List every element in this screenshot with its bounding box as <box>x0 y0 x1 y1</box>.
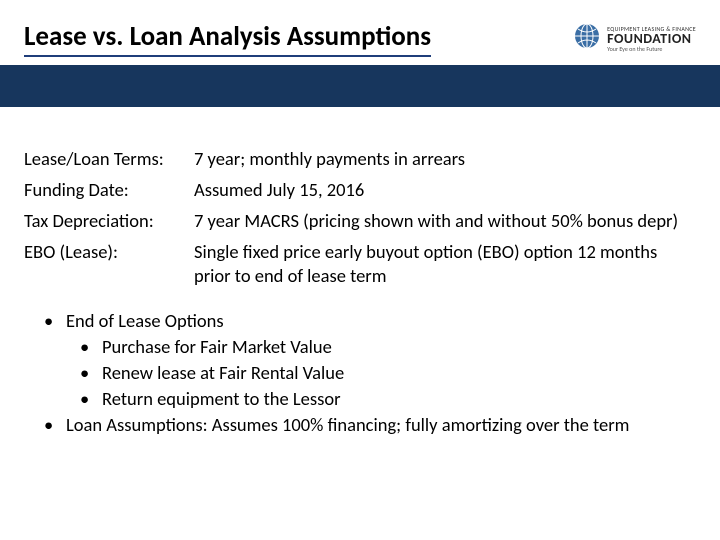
terms-section: Lease/Loan Terms: 7 year; monthly paymen… <box>0 107 720 291</box>
bullet-section: End of Lease Options Purchase for Fair M… <box>0 291 720 437</box>
bullet-text: Loan Assumptions: Assumes 100% financing… <box>66 413 629 436</box>
list-item: Return equipment to the Lessor <box>80 387 696 411</box>
bullet-list: End of Lease Options Purchase for Fair M… <box>44 309 696 437</box>
term-label: Funding Date: <box>24 174 194 205</box>
foundation-logo: EQUIPMENT LEASING & FINANCE FOUNDATION Y… <box>573 22 696 55</box>
slide-header: Lease vs. Loan Analysis Assumptions EQUI… <box>0 0 720 65</box>
bullet-text: Return equipment to the Lessor <box>102 387 341 410</box>
bullet-text: Purchase for Fair Market Value <box>102 335 332 358</box>
sub-list: Purchase for Fair Market Value Renew lea… <box>80 335 696 411</box>
term-label: EBO (Lease): <box>24 236 194 290</box>
table-row: EBO (Lease): Single fixed price early bu… <box>24 236 696 290</box>
globe-icon <box>573 22 601 55</box>
term-label: Lease/Loan Terms: <box>24 143 194 174</box>
table-row: Tax Depreciation: 7 year MACRS (pricing … <box>24 205 696 236</box>
logo-text: EQUIPMENT LEASING & FINANCE FOUNDATION Y… <box>607 26 696 52</box>
list-item: Renew lease at Fair Rental Value <box>80 361 696 385</box>
table-row: Lease/Loan Terms: 7 year; monthly paymen… <box>24 143 696 174</box>
header-bar <box>0 65 720 107</box>
logo-main: FOUNDATION <box>607 32 696 46</box>
terms-table: Lease/Loan Terms: 7 year; monthly paymen… <box>24 143 696 291</box>
term-value: 7 year; monthly payments in arrears <box>194 143 696 174</box>
list-item: Purchase for Fair Market Value <box>80 335 696 359</box>
term-label: Tax Depreciation: <box>24 205 194 236</box>
bullet-text: Renew lease at Fair Rental Value <box>102 361 344 384</box>
page-title: Lease vs. Loan Analysis Assumptions <box>24 20 431 57</box>
term-value: Assumed July 15, 2016 <box>194 174 696 205</box>
list-item: Loan Assumptions: Assumes 100% financing… <box>44 413 696 437</box>
term-value: Single fixed price early buyout option (… <box>194 236 696 290</box>
bullet-text: End of Lease Options <box>66 309 224 332</box>
list-item: End of Lease Options Purchase for Fair M… <box>44 309 696 411</box>
table-row: Funding Date: Assumed July 15, 2016 <box>24 174 696 205</box>
logo-tagline: Your Eye on the Future <box>607 46 696 52</box>
term-value: 7 year MACRS (pricing shown with and wit… <box>194 205 696 236</box>
